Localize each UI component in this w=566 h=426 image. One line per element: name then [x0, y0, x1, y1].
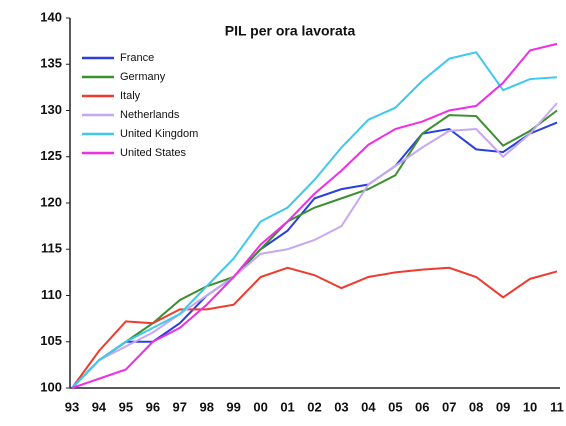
series-line [71, 42, 558, 389]
series-line [71, 102, 558, 389]
y-tick-label: 125 [40, 148, 62, 163]
series-line [71, 51, 558, 389]
x-tick-label: 06 [415, 399, 429, 414]
x-tick-label: 01 [280, 399, 294, 414]
x-tick-label: 99 [226, 399, 240, 414]
y-tick-label: 115 [41, 241, 62, 256]
legend-label: Germany [120, 71, 166, 83]
y-tick-label: 135 [40, 56, 62, 71]
x-tick-label: 03 [334, 399, 348, 414]
x-tick-label: 95 [119, 399, 133, 414]
x-tick-label: 09 [496, 399, 510, 414]
series-line [71, 266, 558, 389]
x-tick-label: 11 [550, 399, 564, 414]
legend-label: United Kingdom [120, 128, 198, 140]
y-tick-label: 110 [41, 287, 62, 302]
chart-title: PIL per ora lavorata [225, 23, 356, 39]
x-tick-label: 97 [173, 399, 187, 414]
y-tick-label: 100 [40, 379, 62, 394]
x-tick-label: 00 [253, 399, 267, 414]
x-tick-label: 10 [523, 399, 537, 414]
legend-label: Italy [120, 90, 141, 102]
y-tick-label: 105 [40, 333, 62, 348]
y-tick-label: 130 [40, 102, 62, 117]
legend-label: Netherlands [120, 109, 180, 121]
x-tick-label: 07 [442, 399, 456, 414]
x-tick-label: 96 [146, 399, 160, 414]
x-tick-label: 94 [92, 399, 107, 414]
legend-label: France [120, 52, 154, 64]
x-tick-label: 08 [469, 399, 483, 414]
x-tick-label: 98 [199, 399, 213, 414]
x-tick-label: 04 [361, 399, 376, 414]
x-tick-label: 02 [307, 399, 321, 414]
y-tick-label: 120 [40, 194, 62, 209]
x-tick-label: 93 [65, 399, 79, 414]
series-line [71, 121, 558, 389]
legend-label: United States [120, 147, 187, 159]
y-tick-label: 140 [40, 9, 62, 24]
x-tick-label: 05 [388, 399, 402, 414]
